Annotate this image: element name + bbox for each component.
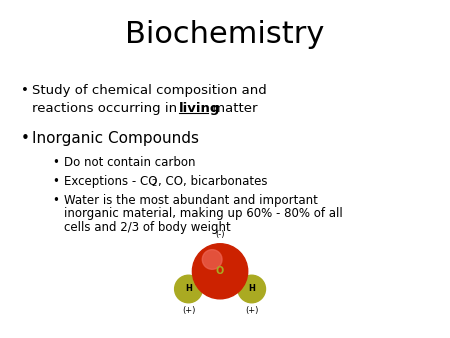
Text: reactions occurring in: reactions occurring in bbox=[32, 102, 182, 115]
Text: •: • bbox=[52, 194, 59, 207]
Text: H: H bbox=[185, 285, 192, 293]
Text: (-): (-) bbox=[215, 230, 225, 239]
Text: Biochemistry: Biochemistry bbox=[125, 21, 325, 49]
Text: 2: 2 bbox=[151, 179, 156, 188]
Text: •: • bbox=[52, 175, 59, 188]
Text: Exceptions - CO: Exceptions - CO bbox=[64, 175, 158, 188]
Text: reactions occurring in: reactions occurring in bbox=[32, 102, 182, 115]
Circle shape bbox=[202, 250, 222, 269]
Text: inorganic material, making up 60% - 80% of all: inorganic material, making up 60% - 80% … bbox=[64, 207, 343, 220]
Text: O: O bbox=[216, 266, 224, 276]
Text: •: • bbox=[21, 84, 28, 97]
Text: matter: matter bbox=[208, 102, 258, 115]
Text: Do not contain carbon: Do not contain carbon bbox=[64, 156, 195, 169]
Text: •: • bbox=[21, 131, 29, 146]
Circle shape bbox=[238, 275, 266, 303]
Text: Study of chemical composition and: Study of chemical composition and bbox=[32, 84, 267, 97]
Text: , CO, bicarbonates: , CO, bicarbonates bbox=[158, 175, 267, 188]
Text: •: • bbox=[52, 156, 59, 169]
Text: (+): (+) bbox=[182, 306, 195, 315]
Text: Water is the most abundant and important: Water is the most abundant and important bbox=[64, 194, 318, 207]
Circle shape bbox=[193, 244, 248, 299]
Text: (+): (+) bbox=[245, 306, 258, 315]
Text: H: H bbox=[248, 285, 255, 293]
Text: living: living bbox=[179, 102, 220, 115]
Text: Inorganic Compounds: Inorganic Compounds bbox=[32, 131, 199, 146]
Text: cells and 2/3 of body weight: cells and 2/3 of body weight bbox=[64, 221, 231, 234]
Circle shape bbox=[175, 275, 202, 303]
